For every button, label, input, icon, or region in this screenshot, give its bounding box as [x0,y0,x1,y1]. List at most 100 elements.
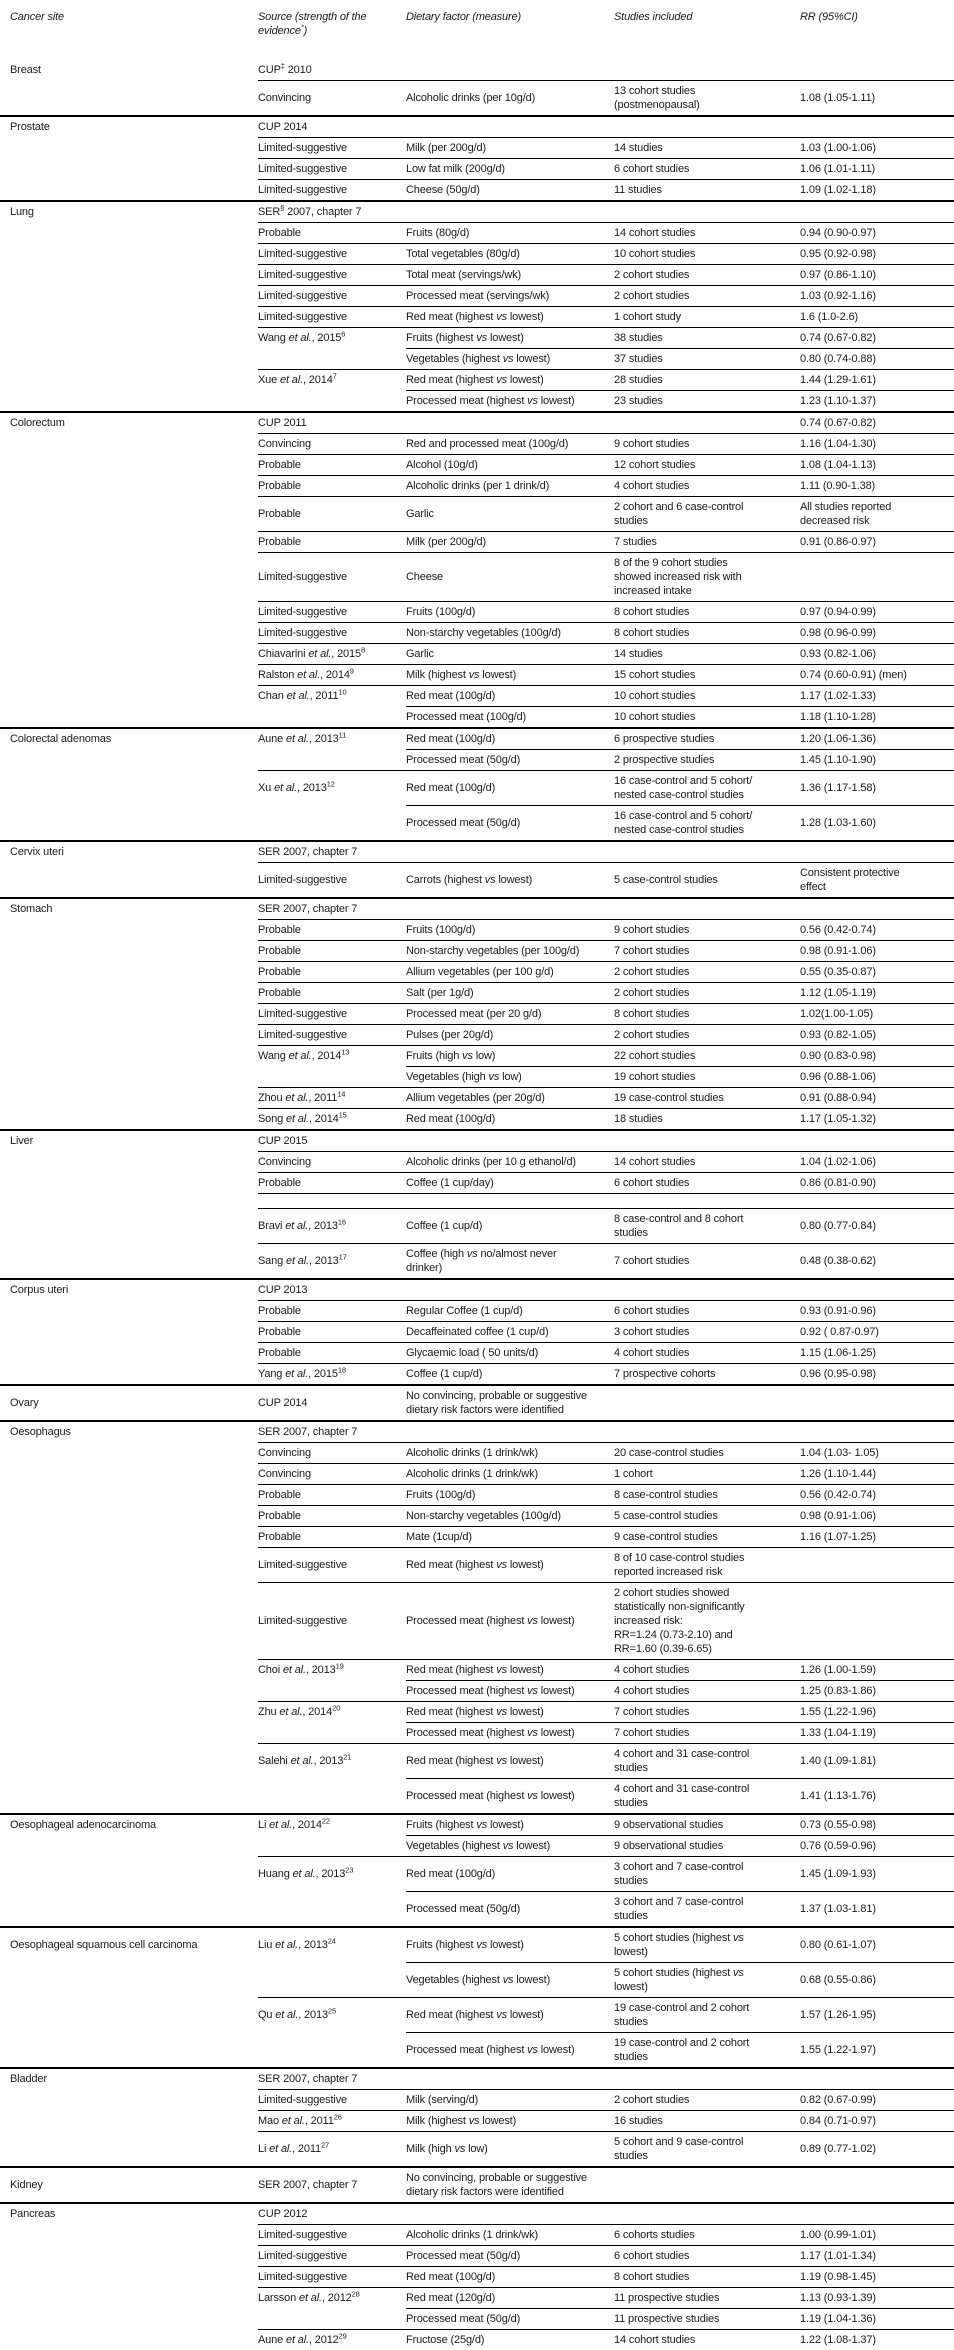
cell-rr: 1.41 (1.13-1.76) [800,1779,954,1815]
cell-source [258,1194,406,1209]
cell-source [258,1892,406,1928]
table-row: Vegetables (highest vs lowest)9 observat… [0,1836,954,1857]
cell-studies: 38 studies [614,328,800,349]
cell-dietary: Vegetables (high vs low) [406,1067,614,1088]
cell-rr: 0.89 (0.77-1.02) [800,2132,954,2168]
cell-rr: 0.91 (0.86-0.97) [800,532,954,553]
table-row: Processed meat (100g/d)10 cohort studies… [0,707,954,729]
cell-dietary: Fructose (25g/d) [406,2330,614,2350]
cell-rr: 1.04 (1.02-1.06) [800,1152,954,1173]
cell-dietary: Mate (1cup/d) [406,1527,614,1548]
cell-site [0,1857,258,1892]
cell-source [258,1723,406,1744]
cell-site: Oesophageal squamous cell carcinoma [0,1927,258,1963]
cell-source: Limited-suggestive [258,1025,406,1046]
table-row: Processed meat (highest vs lowest)23 stu… [0,391,954,413]
cell-rr: 0.93 (0.91-0.96) [800,1301,954,1322]
cell-studies: 12 cohort studies [614,455,800,476]
cell-dietary: Vegetables (highest vs lowest) [406,1836,614,1857]
cell-site: Colorectum [0,412,258,434]
cell-source: Limited-suggestive [258,2267,406,2288]
cell-rr: 1.55 (1.22-1.97) [800,2033,954,2069]
cell-rr: 1.16 (1.07-1.25) [800,1527,954,1548]
cell-source [258,1681,406,1702]
cell-rr [800,1421,954,1443]
cell-site [0,983,258,1004]
cell-source: Probable [258,941,406,962]
cell-dietary: Total meat (servings/wk) [406,265,614,286]
cell-rr: 1.13 (0.93-1.39) [800,2288,954,2309]
cell-studies [614,412,800,434]
cell-source: Probable [258,497,406,532]
cell-dietary: Processed meat (highest vs lowest) [406,1681,614,1702]
cell-source: Larsson et al., 201228 [258,2288,406,2309]
cell-dietary: Alcoholic drinks (1 drink/wk) [406,1443,614,1464]
cell-site [0,750,258,771]
cell-source: Limited-suggestive [258,2225,406,2246]
cell-studies [614,841,800,863]
cell-studies: 14 cohort studies [614,223,800,244]
cell-dietary: Decaffeinated coffee (1 cup/d) [406,1322,614,1343]
cell-site [0,1779,258,1815]
cell-source: Zhou et al., 201114 [258,1088,406,1109]
cell-rr [800,898,954,920]
cell-source: Li et al., 201127 [258,2132,406,2168]
cell-dietary: Red meat (100g/d) [406,2267,614,2288]
cell-studies: 5 case-control studies [614,863,800,899]
cell-studies: 14 cohort studies [614,1152,800,1173]
spacer-row [0,1194,954,1209]
cell-source: Xu et al., 201312 [258,771,406,806]
cell-studies: 8 cohort studies [614,602,800,623]
cell-site: Ovary [0,1385,258,1421]
cell-rr [800,1548,954,1583]
cell-site [0,286,258,307]
cell-site [0,644,258,665]
cell-dietary: Milk (serving/d) [406,2090,614,2111]
cell-site [0,686,258,707]
cell-source: CUP‡ 2010 [258,60,406,81]
cell-source: CUP 2014 [258,116,406,138]
cell-studies: 8 cohort studies [614,2267,800,2288]
cell-dietary: Low fat milk (200g/d) [406,159,614,180]
cell-source [258,1963,406,1998]
cell-rr: 1.00 (0.99-1.01) [800,2225,954,2246]
cell-studies: 7 cohort studies [614,1702,800,1723]
cell-source: Chan et al., 201110 [258,686,406,707]
cell-rr: 1.03 (1.00-1.06) [800,138,954,159]
cell-source: Limited-suggestive [258,553,406,602]
cell-site [0,328,258,349]
cell-rr [800,2203,954,2225]
table-row: Processed meat (highest vs lowest)4 coho… [0,1779,954,1815]
cell-source [258,1836,406,1857]
cell-studies: 9 observational studies [614,1814,800,1836]
cell-dietary: Fruits (80g/d) [406,223,614,244]
cell-studies: 6 cohort studies [614,1173,800,1194]
cell-source [258,1779,406,1815]
cell-rr: 1.26 (1.10-1.44) [800,1464,954,1485]
cell-rr [800,1583,954,1660]
cell-site [0,602,258,623]
cell-rr: 1.45 (1.10-1.90) [800,750,954,771]
cell-source [258,391,406,413]
cell-source: Limited-suggestive [258,286,406,307]
cell-rr: 0.74 (0.67-0.82) [800,328,954,349]
cell-studies: 2 prospective studies [614,750,800,771]
cell-site [0,806,258,842]
